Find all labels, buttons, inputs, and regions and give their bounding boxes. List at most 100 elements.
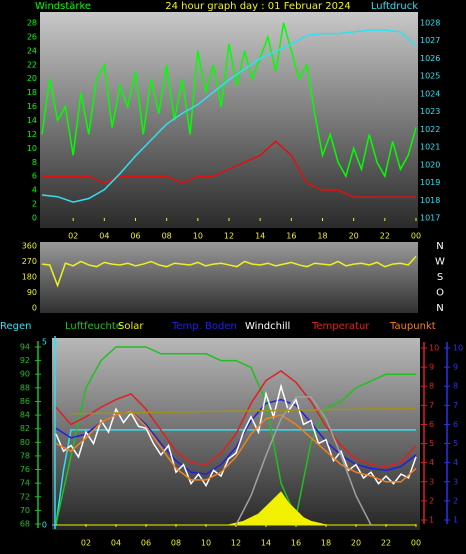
y-tick-label: 7 (429, 401, 434, 410)
y-tick-label: 16 (27, 102, 37, 111)
x-tick-label: 22 (381, 539, 391, 548)
series-line (41, 255, 417, 288)
y-tick-label: 1024 (420, 89, 440, 98)
y-tick-label: 9 (453, 363, 458, 372)
y-tick-label: 1028 (420, 19, 440, 28)
y-tick-label: 5 (42, 338, 47, 347)
series-line (55, 383, 417, 488)
y-tick-label: 12 (27, 130, 37, 139)
y-tick-label: 7 (453, 401, 458, 410)
legend-entry: Luftfeuchte (65, 321, 122, 332)
x-tick-label: 18 (321, 539, 331, 548)
y-tick-label: 80 (20, 438, 30, 447)
y-tick-label: 1022 (420, 125, 440, 134)
y-tick-label: 94 (20, 343, 30, 352)
series-line (70, 407, 417, 415)
y-tick-label: 9 (429, 363, 434, 372)
x-tick-label: 12 (224, 232, 234, 241)
y-tick-label: 360 (22, 242, 37, 251)
y-tick-label: S (437, 272, 443, 283)
y-tick-label: 270 (22, 257, 37, 266)
y-tick-label: 1 (429, 516, 434, 525)
y-tick-label: 3 (429, 477, 434, 486)
y-tick-label: 24 (27, 46, 37, 55)
y-tick-label: 78 (20, 451, 30, 460)
y-tick-label: 18 (27, 88, 37, 97)
y-tick-label: 28 (27, 19, 37, 28)
y-tick-label: 10 (429, 344, 439, 353)
y-tick-label: 4 (429, 458, 434, 467)
y-tick-label: 8 (429, 382, 434, 391)
y-tick-label: 0 (32, 214, 37, 223)
y-tick-label: 8 (32, 158, 37, 167)
y-tick-label: 86 (20, 397, 30, 406)
y-tick-label: 6 (32, 172, 37, 181)
legend-entry: Solar (118, 321, 144, 332)
x-tick-label: 14 (255, 232, 265, 241)
x-tick-label: 10 (193, 232, 203, 241)
y-tick-label: 8 (453, 382, 458, 391)
series-line (41, 29, 417, 203)
x-tick-label: 02 (68, 232, 78, 241)
y-tick-label: 10 (27, 144, 37, 153)
y-tick-label: 14 (27, 116, 37, 125)
y-tick-label: 2 (32, 200, 37, 209)
x-tick-label: 20 (351, 539, 361, 548)
y-tick-label: 180 (22, 273, 37, 282)
y-tick-label: 10 (453, 344, 463, 353)
series-line (42, 140, 416, 198)
plot-background (40, 242, 418, 313)
series-line (55, 370, 417, 468)
y-tick-label: 76 (20, 465, 30, 474)
y-tick-label: 6 (453, 420, 458, 429)
y2-axis-label: Luftdruck (371, 1, 418, 12)
y-tick-label: 5 (453, 439, 458, 448)
x-tick-label: 16 (286, 232, 296, 241)
y-tick-label: 90 (27, 288, 37, 297)
y-tick-label: 88 (20, 383, 30, 392)
y-tick-label: 2 (453, 496, 458, 505)
y-tick-label: 22 (27, 60, 37, 69)
x-tick-label: 04 (111, 539, 121, 548)
y-tick-label: 72 (20, 492, 30, 501)
y-tick-label: 92 (20, 356, 30, 365)
x-tick-label: 00 (411, 539, 421, 548)
x-tick-label: 08 (171, 539, 181, 548)
x-tick-label: 20 (349, 232, 359, 241)
x-tick-label: 00 (411, 232, 421, 241)
x-tick-label: 14 (261, 539, 271, 548)
y-tick-label: 3 (453, 477, 458, 486)
y-tick-label: 26 (27, 32, 37, 41)
y-tick-label: N (436, 241, 443, 252)
y-tick-label: 90 (20, 370, 30, 379)
y-axis-label: Windstärke (35, 1, 91, 12)
series-line (55, 410, 417, 483)
y-tick-label: 1019 (420, 178, 440, 187)
y-tick-label: 1026 (420, 54, 440, 63)
x-tick-label: 04 (99, 232, 109, 241)
y-tick-label: 74 (20, 479, 30, 488)
x-tick-label: 12 (231, 539, 241, 548)
y-tick-label: 6 (429, 420, 434, 429)
legend-entry: Temp. Boden (171, 321, 237, 332)
series-line (55, 346, 416, 525)
y-tick-label: 5 (429, 439, 434, 448)
y-tick-label: 84 (20, 411, 30, 420)
x-tick-label: 02 (81, 539, 91, 548)
y-tick-label: 1 (453, 516, 458, 525)
y-tick-label: 1018 (420, 196, 440, 205)
y-tick-label: 1020 (420, 160, 440, 169)
x-tick-label: 16 (291, 539, 301, 548)
y-tick-label: 2 (429, 496, 434, 505)
y-tick-label: 1023 (420, 107, 440, 116)
y-tick-label: 1021 (420, 143, 440, 152)
x-tick-label: 18 (317, 232, 327, 241)
series-area (56, 491, 416, 526)
y-tick-label: W (435, 257, 445, 268)
y-tick-label: 4 (453, 458, 458, 467)
y-tick-label: N (436, 303, 443, 314)
y-tick-label: 70 (20, 506, 30, 515)
y-tick-label: O (436, 288, 444, 299)
